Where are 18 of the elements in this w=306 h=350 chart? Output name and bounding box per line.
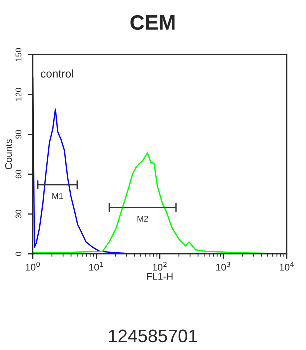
x-tick-label: 10$^{1}$ <box>90 262 104 271</box>
x-axis-title: FL1-H <box>147 273 173 280</box>
y-tick-label: 60 <box>16 170 22 179</box>
x-tick-label: 10$^{0}$ <box>26 262 40 271</box>
y-tick-label: 90 <box>16 130 22 139</box>
chart-title: CEM <box>130 15 175 30</box>
x-tick-label: 10$^{4}$ <box>280 262 294 271</box>
y-tick-label: 120 <box>16 88 22 102</box>
x-tick-label: 10$^{3}$ <box>216 262 230 271</box>
series-label: M2 <box>138 216 148 222</box>
series-label: M1 <box>52 194 64 200</box>
y-tick-label: 0 <box>16 252 22 256</box>
y-tick-label: 150 <box>16 48 22 62</box>
annotation: control <box>41 70 74 78</box>
y-tick-label: 30 <box>16 210 22 219</box>
x-tick-label: 10$^{2}$ <box>153 262 167 271</box>
y-axis-title: Counts <box>5 139 12 170</box>
text: 124585701 <box>109 330 198 343</box>
